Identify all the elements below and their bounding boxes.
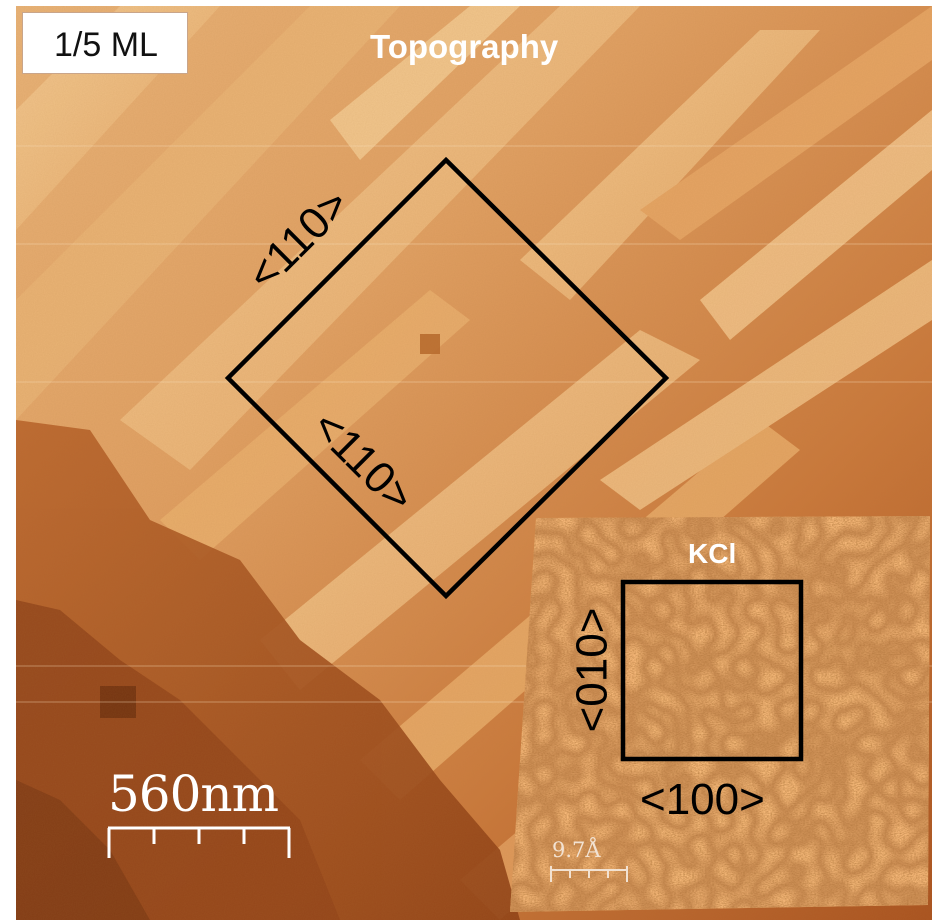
kcl-inset-title: KCl [688,538,737,569]
topography-title: Topography [370,28,559,65]
scale-bar-main [107,826,291,858]
scale-bar-main-label: 560nm [108,765,279,823]
coverage-label: 1/5 ML [54,26,158,64]
direction-label-100: <100> [640,775,765,824]
coverage-label-box: 1/5 ML [22,12,188,74]
topography-image [16,6,932,920]
scale-bar-inset [550,866,628,882]
direction-label-010: <010> [567,607,617,733]
diamond-outline [224,156,670,600]
scale-bar-inset-label: 9.7Å [552,838,601,862]
kcl-unit-square [620,579,804,762]
kcl-inset-image [510,516,930,912]
